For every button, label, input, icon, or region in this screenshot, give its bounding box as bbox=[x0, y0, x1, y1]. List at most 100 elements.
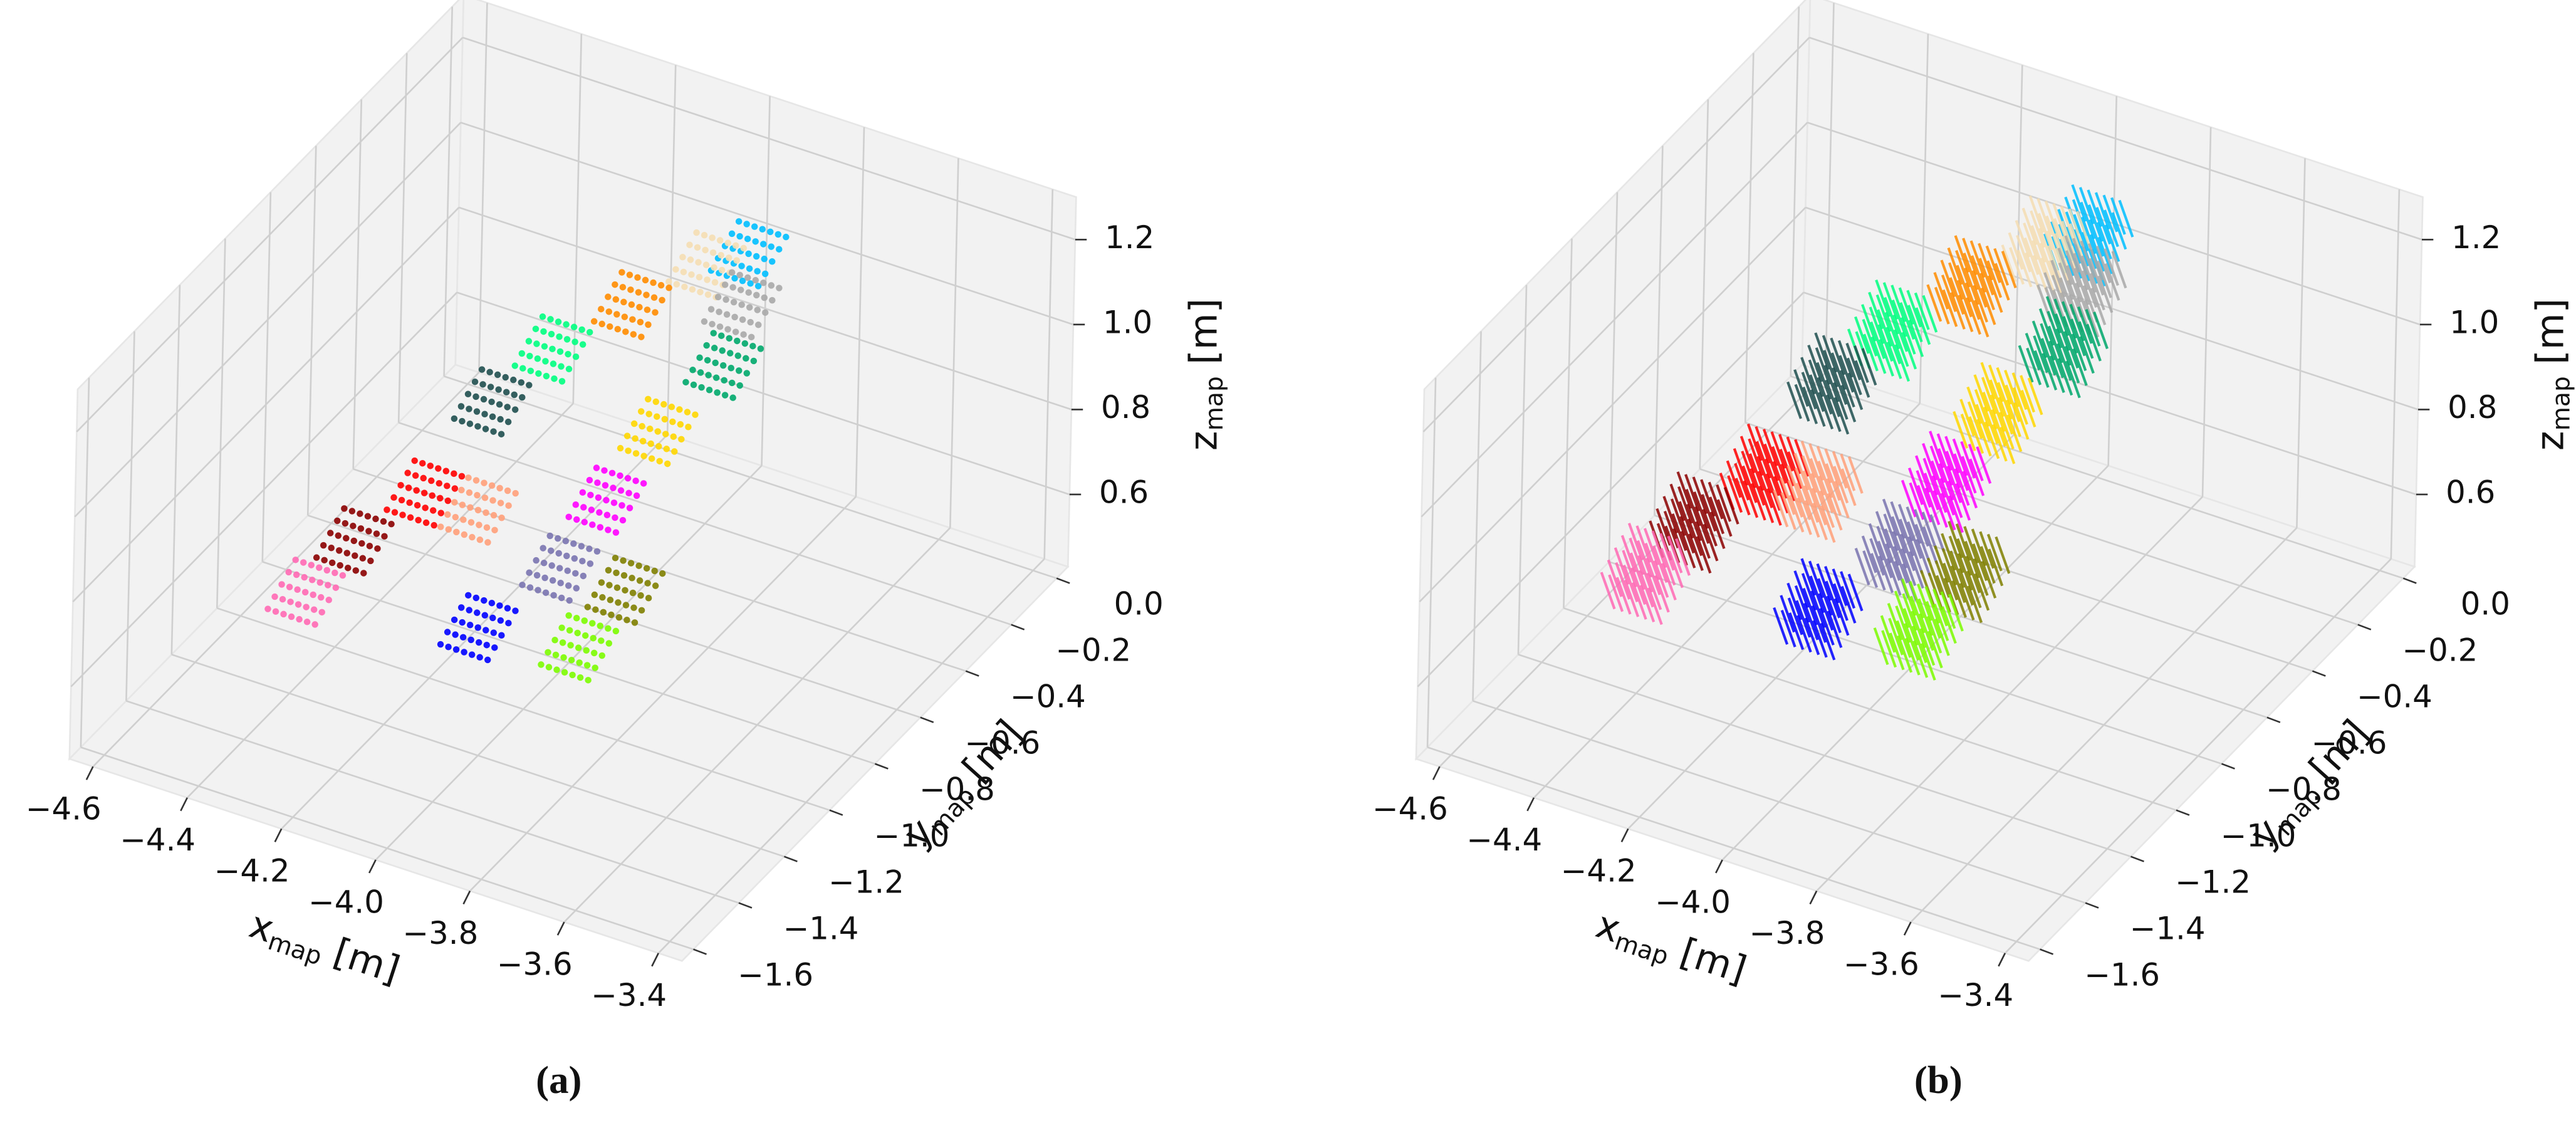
point bbox=[348, 508, 356, 515]
point bbox=[548, 330, 555, 338]
normal-vector bbox=[2013, 387, 2028, 425]
point bbox=[483, 524, 491, 531]
normal-vector bbox=[1723, 486, 1739, 525]
normal-vector bbox=[2048, 340, 2065, 379]
point-cluster bbox=[1953, 362, 2043, 464]
subplot: −4.6 −4.4 −4.2 −4.0 −3.8 −3.6 −3.4 0.0 −0.2 −0.4 −… bbox=[1372, 0, 2575, 1102]
point bbox=[546, 532, 553, 540]
normal-vector bbox=[1875, 511, 1891, 549]
normal-vector bbox=[1788, 479, 1803, 518]
point bbox=[631, 619, 639, 626]
point bbox=[415, 516, 422, 524]
point bbox=[494, 371, 501, 379]
point bbox=[735, 218, 743, 225]
point bbox=[498, 515, 505, 521]
normal-vector bbox=[1893, 329, 1909, 367]
point bbox=[754, 306, 761, 313]
point bbox=[563, 321, 570, 328]
point bbox=[388, 520, 395, 528]
point bbox=[748, 333, 755, 341]
point bbox=[491, 644, 498, 651]
grid-line bbox=[1825, 3, 1835, 373]
grid-line bbox=[460, 122, 1074, 326]
point bbox=[461, 649, 467, 656]
normal-vector bbox=[1787, 597, 1803, 635]
point bbox=[473, 408, 481, 415]
point bbox=[576, 659, 583, 666]
point-cluster bbox=[1786, 332, 1877, 435]
ylabel-axis-label: ymap[m] bbox=[2241, 711, 2380, 858]
point bbox=[727, 364, 734, 372]
normal-vector bbox=[1756, 456, 1773, 494]
point bbox=[504, 404, 511, 411]
point-cluster bbox=[1926, 235, 2017, 338]
tick-mark bbox=[2312, 670, 2326, 677]
normal-vector bbox=[1830, 352, 1847, 390]
normal-vector bbox=[1933, 604, 1949, 642]
point bbox=[652, 582, 659, 589]
normal-vector bbox=[1631, 582, 1647, 620]
normal-vector bbox=[1824, 448, 1840, 486]
point bbox=[672, 266, 679, 273]
point bbox=[481, 494, 489, 501]
point bbox=[712, 359, 719, 367]
x-tick-label: −4.2 bbox=[214, 853, 290, 889]
normal-vector bbox=[1907, 305, 1923, 343]
normal-vector bbox=[2118, 199, 2134, 238]
normal-vector bbox=[1778, 434, 1794, 472]
normal-vector bbox=[2038, 308, 2055, 346]
z-tick-label: 0.8 bbox=[1101, 389, 1150, 426]
normal-vector bbox=[1915, 455, 1931, 493]
point-cluster bbox=[665, 229, 747, 301]
normal-vector bbox=[2088, 219, 2105, 257]
normal-vector bbox=[1957, 553, 1973, 591]
point bbox=[718, 266, 726, 274]
point bbox=[721, 377, 727, 384]
tick-mark bbox=[1432, 766, 1441, 780]
point-cluster bbox=[511, 313, 593, 385]
x-tick-label: −3.4 bbox=[1937, 977, 2013, 1013]
point-cluster bbox=[584, 555, 666, 626]
normal-vector bbox=[1996, 382, 2013, 420]
normal-vector bbox=[1796, 615, 1812, 653]
point bbox=[622, 587, 628, 594]
normal-vector bbox=[2073, 268, 2090, 306]
normal-vector bbox=[1944, 436, 1961, 474]
normal-vector bbox=[1671, 513, 1687, 552]
point bbox=[527, 367, 534, 375]
normal-vector bbox=[2065, 360, 2081, 399]
point bbox=[481, 597, 488, 604]
normal-vector bbox=[1974, 389, 1990, 427]
tick-mark bbox=[783, 855, 798, 862]
normal-vector bbox=[1924, 487, 1941, 525]
tick-mark bbox=[274, 828, 283, 842]
y-tick-label: −1.6 bbox=[738, 957, 813, 993]
point bbox=[596, 509, 603, 516]
grid-line bbox=[456, 291, 1070, 496]
point bbox=[532, 325, 540, 333]
point bbox=[682, 379, 689, 386]
normal-vector bbox=[2111, 212, 2127, 250]
point bbox=[759, 226, 766, 233]
point bbox=[626, 271, 634, 278]
point bbox=[437, 523, 444, 530]
normal-vector bbox=[1897, 504, 1914, 541]
y-tick-label: −1.4 bbox=[783, 911, 859, 947]
point bbox=[762, 309, 769, 316]
normal-vector bbox=[1780, 595, 1796, 633]
normal-vector bbox=[1931, 460, 1946, 498]
normal-vector bbox=[2087, 243, 2104, 281]
normal-vector bbox=[1817, 377, 1833, 415]
point bbox=[526, 382, 533, 389]
normal-vector bbox=[1629, 537, 1645, 575]
point bbox=[541, 343, 548, 350]
point bbox=[734, 352, 742, 359]
point bbox=[659, 570, 666, 577]
normal-vector bbox=[2020, 389, 2036, 427]
point bbox=[638, 333, 645, 340]
point bbox=[459, 417, 466, 425]
point bbox=[575, 644, 582, 651]
normal-vector bbox=[1644, 543, 1661, 581]
normal-vector bbox=[2047, 311, 2063, 348]
point bbox=[594, 479, 601, 486]
